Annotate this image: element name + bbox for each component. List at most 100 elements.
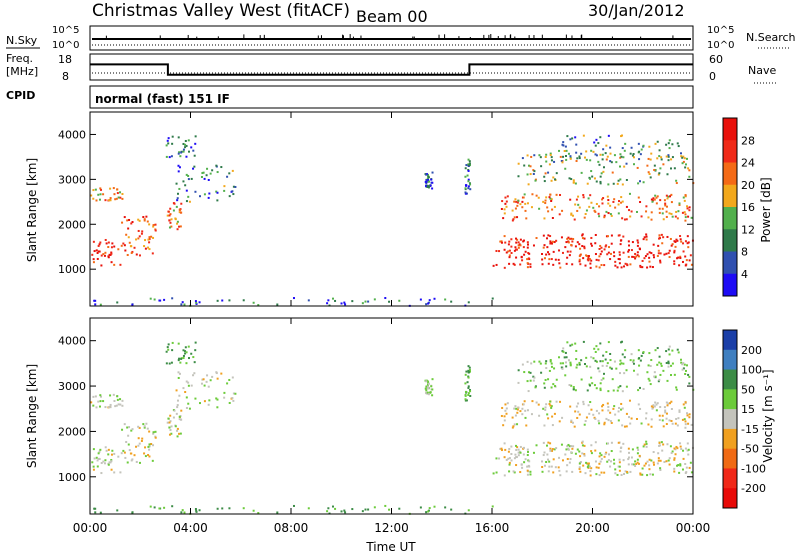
velocity-point (645, 440, 648, 443)
power-point (169, 221, 172, 224)
velocity-point (171, 341, 174, 344)
velocity-point (566, 341, 569, 344)
velocity-point (100, 462, 103, 465)
power-point (687, 167, 690, 170)
power-point (665, 205, 668, 208)
velocity-point (625, 412, 628, 415)
velocity-point (609, 411, 612, 414)
power-point (184, 146, 187, 149)
power-point (673, 167, 676, 170)
power-point (187, 139, 190, 142)
power-point (503, 212, 506, 215)
power-point (642, 238, 645, 241)
power-point (610, 161, 613, 164)
velocity-point (208, 399, 211, 402)
velocity-point (685, 364, 688, 367)
power-point (659, 167, 662, 170)
velocity-point (430, 385, 433, 388)
power-point (568, 254, 571, 257)
power-point (425, 303, 428, 306)
power-point (634, 252, 637, 255)
power-point (571, 137, 574, 140)
power-point (179, 155, 182, 158)
power-point (578, 157, 581, 160)
velocity-point (594, 449, 597, 452)
velocity-point (92, 465, 95, 468)
velocity-point (630, 456, 633, 459)
power-point (513, 263, 516, 266)
power-point (203, 177, 206, 180)
velocity-point (522, 453, 525, 456)
velocity-point (207, 385, 210, 388)
power-point (242, 299, 245, 302)
velocity-point (107, 448, 110, 451)
velocity-point (582, 400, 585, 403)
power-point (636, 251, 639, 254)
power-point (117, 248, 120, 251)
velocity-point (464, 398, 467, 401)
power-point (574, 245, 577, 248)
velocity-point (154, 430, 157, 433)
cpid-frame (89, 85, 694, 109)
velocity-point (517, 369, 520, 372)
velocity-point (145, 422, 148, 425)
power-point (600, 250, 603, 253)
power-point (115, 197, 118, 200)
velocity-point (113, 471, 116, 474)
velocity-point (194, 349, 197, 352)
velocity-point (541, 466, 544, 469)
power-point (675, 238, 678, 241)
velocity-point (645, 445, 648, 448)
velocity-point (128, 449, 131, 452)
power-point (166, 139, 169, 142)
velocity-point (131, 428, 134, 431)
power-point (92, 197, 95, 200)
power-point (464, 191, 467, 194)
power-point (588, 258, 591, 261)
velocity-point (601, 360, 604, 363)
power-point (171, 297, 174, 300)
velocity-point (180, 418, 183, 421)
velocity-point (551, 449, 554, 452)
velocity-point (521, 407, 524, 410)
velocity-point (578, 462, 581, 465)
power-point (669, 167, 672, 170)
power-point (138, 254, 141, 257)
power-point (606, 253, 609, 256)
power-point (178, 208, 181, 211)
velocity-point (568, 461, 571, 464)
power-point (526, 241, 529, 244)
velocity-point (102, 400, 105, 403)
power-point (521, 259, 524, 262)
velocity-point (605, 364, 608, 367)
power-point (491, 297, 494, 300)
power-point (534, 178, 537, 181)
power-point (595, 258, 598, 261)
velocity-point (648, 458, 651, 461)
velocity-point (636, 458, 639, 461)
power-point (171, 135, 174, 138)
power-point (550, 258, 553, 261)
velocity-point (137, 425, 140, 428)
power-point (498, 250, 501, 253)
velocity-point (144, 446, 147, 449)
velocity-point (578, 413, 581, 416)
power-point (632, 153, 635, 156)
power-point (663, 253, 666, 256)
velocity-point (364, 508, 367, 511)
velocity-point (468, 389, 471, 392)
velocity-point (664, 411, 667, 414)
power-point (679, 235, 682, 238)
velocity-point (521, 466, 524, 469)
velocity-point (545, 461, 548, 464)
power-point (682, 242, 685, 245)
velocity-point (92, 395, 95, 398)
power-point (505, 200, 508, 203)
velocity-point (100, 395, 103, 398)
velocity-point (611, 378, 614, 381)
velocity-point (601, 409, 604, 412)
velocity-point (645, 442, 648, 445)
velocity-point (577, 410, 580, 413)
power-point (176, 220, 179, 223)
power-point (595, 265, 598, 268)
